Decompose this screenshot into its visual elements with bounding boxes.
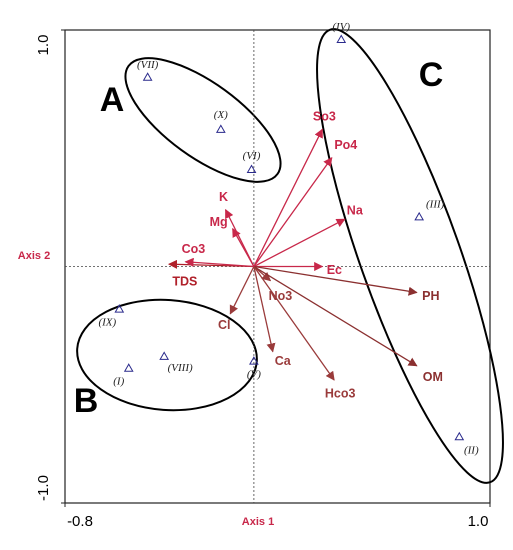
- group-label: B: [74, 382, 99, 420]
- vector-label: Na: [347, 203, 364, 217]
- vector-label: Co3: [182, 242, 206, 256]
- point-label: (X): [214, 109, 228, 121]
- group-ellipse: [124, 57, 282, 183]
- point: [123, 363, 134, 372]
- vector-label: K: [219, 190, 228, 204]
- vector-label: PH: [422, 289, 439, 303]
- y-tick-label: -1.0: [35, 475, 52, 501]
- vector-arrow: [253, 218, 346, 268]
- vector-label: Mg: [210, 215, 228, 229]
- vector-label: OM: [423, 370, 443, 384]
- y-tick-label: 1.0: [35, 35, 52, 56]
- vector-label: TDS: [172, 274, 197, 288]
- point-label: (III): [426, 198, 445, 210]
- group-ellipse: [316, 28, 504, 484]
- point: [215, 124, 226, 133]
- group-label: A: [100, 81, 125, 119]
- point-label: (I): [113, 376, 124, 388]
- vector-label: No3: [269, 289, 293, 303]
- vector-arrow: [229, 266, 255, 315]
- vector-arrow: [253, 266, 276, 353]
- x-axis-label: Axis 1: [242, 516, 274, 528]
- point-label: (VII): [137, 59, 159, 71]
- vector-label: So3: [313, 110, 336, 124]
- point: [114, 304, 125, 313]
- point: [336, 34, 347, 43]
- x-tick-label: 1.0: [468, 513, 489, 530]
- point-label: (V): [247, 369, 261, 381]
- vector-arrow: [224, 208, 255, 267]
- point-label: (VI): [243, 150, 261, 162]
- vector-arrow: [253, 266, 335, 381]
- group-label: C: [419, 56, 444, 94]
- vector-arrow: [253, 265, 418, 367]
- point-label: (IX): [98, 317, 116, 329]
- group-ellipse: [76, 298, 258, 412]
- vector-label: Ec: [327, 263, 342, 277]
- point: [414, 211, 425, 221]
- point-label: (II): [464, 444, 479, 456]
- point: [142, 72, 153, 81]
- vector-arrow: [253, 265, 418, 296]
- y-axis-label: Axis 2: [18, 250, 50, 262]
- point: [246, 164, 257, 174]
- point: [454, 431, 465, 441]
- vector-arrow: [253, 156, 333, 267]
- vector-label: Cl: [218, 318, 231, 332]
- point: [159, 351, 170, 360]
- vector-arrow: [253, 128, 323, 267]
- vector-arrow: [184, 257, 254, 268]
- vector-label: Po4: [334, 138, 357, 152]
- point-label: (IV): [332, 21, 350, 33]
- vector-label: Ca: [275, 354, 292, 368]
- x-tick-label: -0.8: [67, 513, 93, 530]
- vector-label: Hco3: [325, 386, 356, 400]
- point-label: (VIII): [168, 362, 193, 374]
- point: [249, 356, 259, 365]
